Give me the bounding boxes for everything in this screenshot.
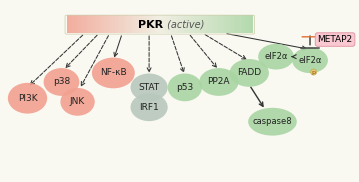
Ellipse shape xyxy=(60,88,95,116)
Ellipse shape xyxy=(258,44,294,70)
Ellipse shape xyxy=(131,93,168,121)
Text: IRF1: IRF1 xyxy=(139,103,159,112)
Ellipse shape xyxy=(168,74,202,101)
Text: FADD: FADD xyxy=(237,68,261,77)
Ellipse shape xyxy=(199,68,238,96)
Text: JNK: JNK xyxy=(70,97,85,106)
Text: eIF2α: eIF2α xyxy=(264,52,288,61)
Ellipse shape xyxy=(248,108,297,136)
Ellipse shape xyxy=(292,48,328,73)
Text: p53: p53 xyxy=(176,83,194,92)
Text: (active): (active) xyxy=(164,20,204,30)
Text: caspase8: caspase8 xyxy=(253,117,292,126)
Ellipse shape xyxy=(43,68,79,96)
Text: PKR: PKR xyxy=(139,20,164,30)
Text: p: p xyxy=(312,70,316,75)
Text: STAT: STAT xyxy=(139,83,160,92)
Ellipse shape xyxy=(92,58,135,88)
Text: PP2A: PP2A xyxy=(208,78,230,86)
Ellipse shape xyxy=(8,83,47,114)
Ellipse shape xyxy=(229,59,269,87)
Ellipse shape xyxy=(131,74,168,101)
Text: eIF2α: eIF2α xyxy=(298,56,322,65)
Text: NF-κB: NF-κB xyxy=(100,68,127,77)
Text: p38: p38 xyxy=(53,78,70,86)
Text: METAP2: METAP2 xyxy=(317,35,353,44)
Text: PI3K: PI3K xyxy=(18,94,37,103)
